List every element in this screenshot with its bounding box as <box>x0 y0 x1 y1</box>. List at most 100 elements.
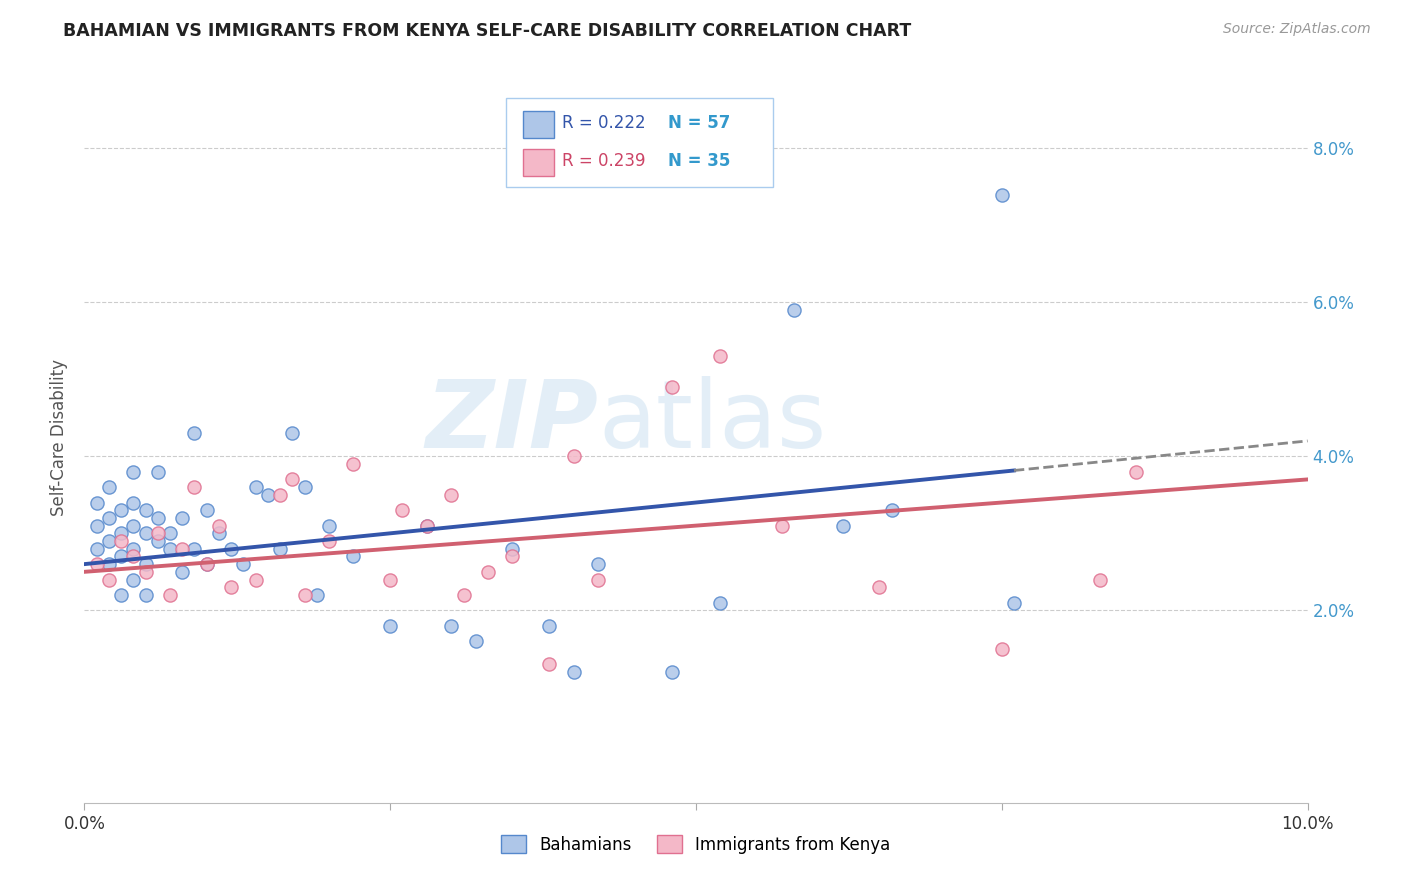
Point <box>502 549 524 564</box>
Point <box>146 465 169 479</box>
Point <box>208 518 231 533</box>
Point <box>146 511 169 525</box>
Point <box>122 495 145 509</box>
Y-axis label: Self-Care Disability: Self-Care Disability <box>51 359 69 516</box>
Text: BAHAMIAN VS IMMIGRANTS FROM KENYA SELF-CARE DISABILITY CORRELATION CHART: BAHAMIAN VS IMMIGRANTS FROM KENYA SELF-C… <box>63 22 911 40</box>
Point <box>562 665 585 679</box>
Point <box>586 573 609 587</box>
Point <box>159 588 181 602</box>
Text: R = 0.222: R = 0.222 <box>562 114 645 132</box>
Point <box>1088 573 1111 587</box>
Point <box>440 618 463 632</box>
Point <box>110 588 132 602</box>
Point <box>880 503 903 517</box>
Point <box>305 588 328 602</box>
Point <box>110 549 132 564</box>
Point <box>122 549 145 564</box>
Point <box>709 349 731 363</box>
Point <box>86 495 108 509</box>
Point <box>783 303 806 318</box>
Point <box>97 573 120 587</box>
Point <box>135 503 157 517</box>
Point <box>195 557 218 571</box>
Point <box>135 526 157 541</box>
Legend: Bahamians, Immigrants from Kenya: Bahamians, Immigrants from Kenya <box>495 829 897 860</box>
Point <box>269 488 291 502</box>
Point <box>159 526 181 541</box>
Point <box>172 565 194 579</box>
Point <box>183 426 205 441</box>
Point <box>1002 596 1025 610</box>
Point <box>86 518 108 533</box>
Point <box>342 549 364 564</box>
Point <box>391 503 413 517</box>
Point <box>110 503 132 517</box>
Point <box>172 541 194 556</box>
Point <box>97 511 120 525</box>
Point <box>257 488 280 502</box>
Point <box>502 541 524 556</box>
Point <box>183 541 205 556</box>
Point <box>294 588 316 602</box>
Point <box>97 557 120 571</box>
Point <box>110 534 132 549</box>
Point <box>416 518 439 533</box>
Point <box>86 541 108 556</box>
Point <box>991 641 1014 656</box>
Point <box>440 488 463 502</box>
Point <box>86 557 108 571</box>
Point <box>97 480 120 494</box>
Point <box>208 526 231 541</box>
Point <box>538 618 561 632</box>
Point <box>453 588 475 602</box>
Point <box>135 565 157 579</box>
Point <box>135 557 157 571</box>
Point <box>416 518 439 533</box>
Text: N = 57: N = 57 <box>668 114 730 132</box>
Point <box>318 534 340 549</box>
Point <box>159 541 181 556</box>
Point <box>110 526 132 541</box>
Point <box>245 480 267 494</box>
Point <box>135 588 157 602</box>
Point <box>146 534 169 549</box>
Point <box>195 557 218 571</box>
Point <box>219 580 242 594</box>
Point <box>380 618 402 632</box>
Point <box>709 596 731 610</box>
Point <box>97 534 120 549</box>
Point <box>122 573 145 587</box>
Text: ZIP: ZIP <box>425 376 598 468</box>
Text: atlas: atlas <box>598 376 827 468</box>
Point <box>195 503 218 517</box>
Point <box>172 511 194 525</box>
Point <box>380 573 402 587</box>
Point <box>122 465 145 479</box>
Point <box>294 480 316 494</box>
Point <box>342 457 364 471</box>
Point <box>770 518 793 533</box>
Point <box>122 518 145 533</box>
Point <box>661 380 683 394</box>
Point <box>245 573 267 587</box>
Point <box>183 480 205 494</box>
Point <box>281 426 304 441</box>
Point <box>219 541 242 556</box>
Point <box>661 665 683 679</box>
Text: R = 0.239: R = 0.239 <box>562 152 645 169</box>
Point <box>538 657 561 672</box>
Point <box>464 634 486 648</box>
Point <box>318 518 340 533</box>
Point <box>122 541 145 556</box>
Point <box>562 450 585 464</box>
Point <box>232 557 254 571</box>
Point <box>146 526 169 541</box>
Point <box>269 541 291 556</box>
Point <box>991 187 1014 202</box>
Text: Source: ZipAtlas.com: Source: ZipAtlas.com <box>1223 22 1371 37</box>
Point <box>1125 465 1147 479</box>
Point <box>869 580 891 594</box>
Text: N = 35: N = 35 <box>668 152 730 169</box>
Point <box>281 472 304 486</box>
Point <box>831 518 853 533</box>
